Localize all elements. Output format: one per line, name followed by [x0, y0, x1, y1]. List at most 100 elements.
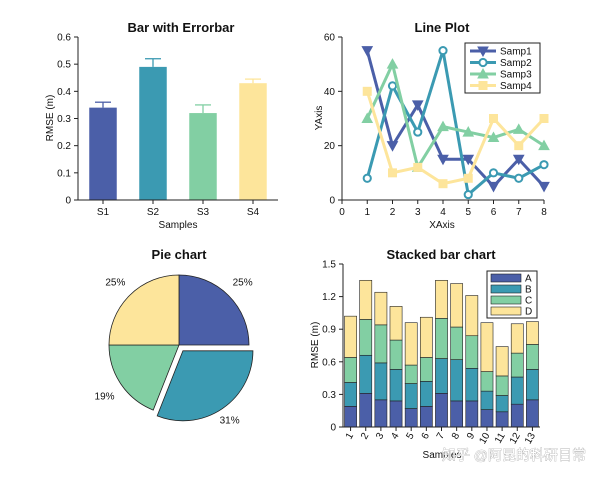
data-point [489, 114, 498, 123]
stacked-segment-a [389, 400, 403, 428]
data-point [413, 127, 423, 137]
stacked-segment-b [495, 395, 509, 413]
stacked-segment-a [495, 411, 509, 428]
stacked-segment-a [419, 406, 433, 428]
series-line-samp3 [365, 62, 545, 169]
stacked-segment-c [510, 352, 524, 378]
stacked-segment-b [435, 358, 448, 394]
data-point [512, 123, 525, 134]
y-tick-label: 0 [329, 196, 335, 207]
data-point [387, 81, 398, 91]
legend-label: C [525, 296, 532, 307]
y-tick-label: 0 [330, 423, 336, 434]
y-tick-label: 20 [324, 141, 336, 152]
y-tick-label: 0.2 [57, 141, 71, 152]
stacked-segment-d [404, 322, 418, 366]
pie-label: 31% [220, 415, 240, 426]
legend-label: Samp1 [500, 47, 532, 58]
legend-label: Samp2 [500, 58, 532, 69]
data-point [488, 168, 499, 178]
stacked-segment-b [419, 381, 433, 407]
x-tick-label: 3 [415, 207, 421, 218]
stacked-segment-b [374, 362, 388, 401]
y-tick-label: 1.2 [322, 292, 336, 303]
stacked-segment-b [404, 383, 418, 409]
stacked-segment-d [526, 321, 539, 345]
x-tick-label: 13 [523, 431, 538, 447]
line-plot-panel: Line Plot XAxis YAxis 0 20 40 60 0 1 2 3 4 5 6 7 8 Sa… [314, 20, 550, 231]
stacked-segment-b [510, 376, 524, 405]
y-tick-label: 0 [65, 196, 71, 207]
x-tick-label: 12 [508, 431, 523, 447]
stacked-segment-b [526, 369, 539, 401]
legend-swatch [490, 295, 522, 305]
x-tick-label: 8 [450, 431, 463, 442]
stacked-segment-a [374, 399, 388, 428]
y-tick-label: 0.3 [57, 114, 71, 125]
x-tick-label: 1 [344, 431, 357, 442]
data-point [437, 120, 449, 132]
data-point [462, 154, 475, 166]
stacked-segment-c [374, 324, 388, 364]
stacked-segment-d [389, 306, 403, 341]
x-tick-label: 6 [420, 431, 433, 442]
x-tick-label: 0 [339, 207, 345, 218]
y-tick-label: 40 [324, 87, 336, 98]
stacked-segment-d [374, 291, 388, 326]
stacked-segment-d [465, 295, 479, 337]
stacked-segment-a [465, 400, 479, 428]
stacked-segment-b [450, 359, 464, 402]
legend-label: A [525, 274, 532, 285]
stacked-segment-c [526, 344, 539, 370]
x-tick-label: 10 [477, 431, 492, 447]
line-chart-title: Line Plot [415, 20, 471, 35]
data-point [487, 181, 500, 193]
x-tick-label: 6 [491, 207, 497, 218]
stacked-segment-c [359, 319, 373, 356]
pie-slice [156, 350, 254, 422]
stacked-segment-c [465, 335, 479, 369]
bar-chart-xlabel: Samples [159, 220, 198, 231]
stacked-segment-c [495, 375, 509, 396]
stacked-segment-c [389, 339, 403, 370]
stacked-segment-a [344, 406, 357, 428]
stacked-chart-ylabel: RMSE (m) [310, 322, 321, 369]
stacked-segment-c [404, 364, 418, 384]
data-point [388, 168, 397, 178]
stacked-segment-b [480, 390, 494, 410]
bar-errorbar-panel: Bar with Errorbar Samples RMSE (m) 0 0.1 0… [45, 20, 278, 231]
stacked-segment-a [480, 409, 494, 428]
pie-label: 25% [105, 277, 125, 288]
y-tick-label: 0.1 [57, 168, 71, 179]
data-point [386, 58, 399, 69]
data-point [413, 162, 423, 172]
stacked-segment-c [419, 357, 433, 382]
stacked-segment-b [359, 354, 373, 394]
y-tick-label: 0.3 [322, 390, 336, 401]
x-tick-label: 3 [374, 431, 387, 442]
data-point [463, 173, 473, 183]
stacked-segment-a [510, 403, 524, 428]
data-point [438, 45, 448, 56]
stacked-segment-d [495, 346, 509, 377]
x-tick-label: S2 [147, 207, 160, 218]
y-tick-label: 1.5 [322, 260, 336, 271]
x-tick-label: 9 [465, 431, 478, 442]
x-tick-label: S1 [97, 207, 110, 218]
stacked-chart-xlabel: Samples [423, 450, 462, 461]
data-point [361, 112, 374, 123]
bar [239, 83, 267, 200]
stacked-segment-c [450, 326, 464, 360]
legend-swatch [490, 284, 522, 294]
data-point [538, 181, 550, 193]
data-point [411, 100, 424, 111]
pie-chart-title: Pie chart [152, 247, 208, 262]
stacked-segment-c [435, 318, 448, 359]
data-point [386, 141, 399, 152]
pie-slice [108, 344, 180, 411]
y-tick-label: 0.6 [322, 357, 336, 368]
stacked-segment-d [480, 322, 494, 372]
data-point [478, 57, 488, 68]
series-line-samp1 [365, 50, 546, 188]
pie-label: 25% [233, 277, 253, 288]
